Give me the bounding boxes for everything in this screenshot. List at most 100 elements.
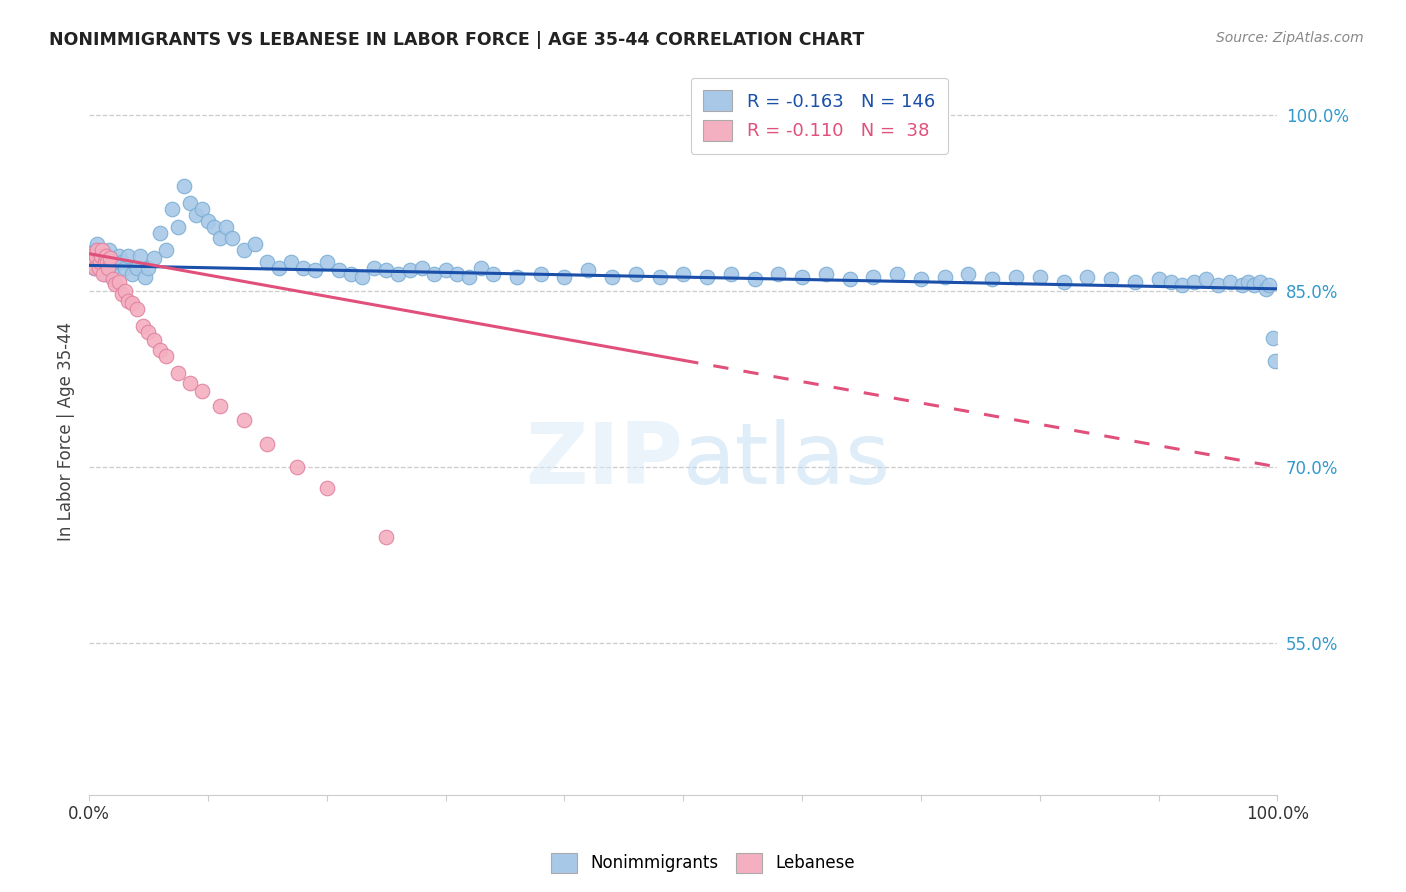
Point [104,255,127,269]
Point [482,267,505,281]
Point [1206,278,1229,293]
Point [269,260,291,275]
Point [291,260,314,275]
Point [934,270,956,285]
Point [1005,270,1028,285]
Point [285,459,308,474]
Legend: Nonimmigrants, Lebanese: Nonimmigrants, Lebanese [544,847,862,880]
Point [624,267,647,281]
Point [93,267,115,281]
Point [434,263,457,277]
Point [93,255,115,269]
Point [1099,272,1122,286]
Point [744,272,766,286]
Point [96,255,118,269]
Point [648,270,671,285]
Point [768,267,790,281]
Point [814,267,837,281]
Point [114,260,136,275]
Point [82,255,104,269]
Point [576,263,599,277]
Point [256,436,278,450]
Point [155,349,177,363]
Point [1171,278,1194,293]
Point [97,255,120,269]
Point [1029,270,1052,285]
Point [215,219,238,234]
Point [80,255,103,269]
Point [143,334,166,348]
Point [315,255,337,269]
Point [107,275,129,289]
Point [1195,272,1218,286]
Point [221,231,243,245]
Point [202,219,225,234]
Point [82,249,104,263]
Point [399,263,422,277]
Point [245,237,267,252]
Point [1258,278,1281,293]
Point [179,376,201,390]
Point [363,260,385,275]
Point [121,267,143,281]
Point [94,249,117,263]
Point [339,267,361,281]
Point [149,226,172,240]
Point [315,481,337,495]
Y-axis label: In Labor Force | Age 35-44: In Labor Force | Age 35-44 [58,322,75,541]
Point [957,267,980,281]
Point [387,267,409,281]
Point [232,413,254,427]
Point [1147,272,1170,286]
Point [84,243,107,257]
Point [553,270,575,285]
Point [129,249,152,263]
Point [117,293,139,308]
Point [114,284,136,298]
Point [208,399,231,413]
Point [138,325,160,339]
Point [94,249,117,263]
Point [91,255,114,269]
Point [83,260,105,275]
Point [91,243,114,257]
Text: Source: ZipAtlas.com: Source: ZipAtlas.com [1216,31,1364,45]
Point [280,255,302,269]
Point [375,263,398,277]
Point [1182,275,1205,289]
Point [149,343,172,357]
Point [191,202,214,216]
Point [91,260,114,275]
Point [352,270,374,285]
Point [1261,331,1284,345]
Point [256,255,278,269]
Point [91,267,114,281]
Point [100,252,122,266]
Point [304,263,326,277]
Point [84,260,107,275]
Text: atlas: atlas [683,419,891,502]
Point [86,243,108,257]
Point [1236,275,1258,289]
Point [232,243,254,257]
Legend: R = -0.163   N = 146, R = -0.110   N =  38: R = -0.163 N = 146, R = -0.110 N = 38 [690,78,948,153]
Point [80,249,103,263]
Point [458,270,481,285]
Point [89,249,111,263]
Point [422,267,444,281]
Point [1123,275,1146,289]
Point [111,255,134,269]
Point [162,202,184,216]
Point [90,249,112,263]
Point [167,366,190,380]
Point [446,267,468,281]
Point [1264,354,1286,368]
Point [87,255,110,269]
Point [121,296,143,310]
Point [97,260,120,275]
Point [1249,275,1271,289]
Point [375,530,398,544]
Point [173,178,195,193]
Point [84,255,107,269]
Point [98,243,121,257]
